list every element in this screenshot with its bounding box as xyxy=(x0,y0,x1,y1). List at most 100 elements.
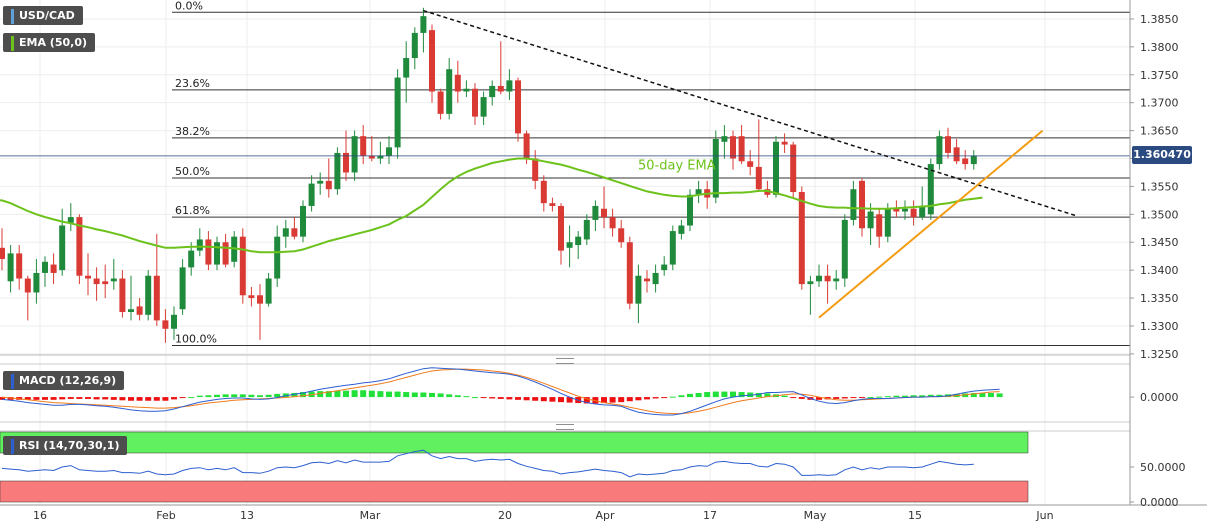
time-tick-label: 15 xyxy=(908,509,922,522)
time-tick-label: Feb xyxy=(156,509,175,522)
macd-histogram-bar-negative xyxy=(798,397,805,399)
candle-down xyxy=(764,189,771,195)
macd-histogram-bar-positive xyxy=(927,394,934,398)
fib-level-label: 0.0% xyxy=(175,0,203,12)
rsi-tick-label: 50.0000 xyxy=(1140,461,1186,474)
candle-down xyxy=(876,214,883,237)
candle-up xyxy=(695,189,702,195)
candle-down xyxy=(755,166,762,190)
candle-up xyxy=(970,155,977,165)
macd-signal-line xyxy=(1,368,1000,415)
candle-down xyxy=(360,136,367,156)
macd-indicator-label[interactable]: MACD (12,26,9) xyxy=(3,371,125,390)
macd-histogram-bar-negative xyxy=(626,397,633,402)
candle-down xyxy=(618,228,625,243)
macd-histogram-bar-positive xyxy=(936,394,943,398)
candle-down xyxy=(85,275,91,279)
macd-histogram-bar-positive xyxy=(265,394,272,398)
price-tick-label: 1.3400 xyxy=(1140,264,1179,277)
macd-histogram-bar-negative xyxy=(635,397,642,401)
candle-down xyxy=(368,155,375,159)
macd-histogram-bar-positive xyxy=(704,392,711,398)
candle-down xyxy=(549,203,556,206)
candle-down xyxy=(162,320,169,329)
rsi-line xyxy=(1,449,974,478)
macd-label-text: MACD (12,26,9) xyxy=(19,374,117,387)
candle-up xyxy=(773,141,779,195)
macd-histogram-bar-negative xyxy=(24,397,31,400)
macd-histogram-bar-negative xyxy=(33,397,40,400)
rsi-indicator-label[interactable]: RSI (14,70,30,1) xyxy=(3,436,128,455)
candle-up xyxy=(927,164,934,215)
macd-histogram-bar-positive xyxy=(919,395,926,398)
candle-down xyxy=(0,247,5,259)
candle-up xyxy=(721,136,728,142)
macd-histogram-bar-positive xyxy=(188,397,195,399)
macd-histogram-bar-positive xyxy=(368,390,375,398)
candle-up xyxy=(33,272,40,293)
candle-up xyxy=(661,264,668,271)
rsi-panel-resize-handle[interactable] xyxy=(556,424,574,430)
macd-histogram-bar-positive xyxy=(429,392,435,398)
time-tick-label: 20 xyxy=(498,509,512,522)
macd-histogram-bar-positive xyxy=(721,391,728,398)
macd-panel-resize-handle[interactable] xyxy=(556,358,574,364)
candle-down xyxy=(497,85,504,92)
candle-up xyxy=(506,80,513,92)
candle-up xyxy=(145,275,152,315)
macd-histogram-bar-negative xyxy=(179,397,186,399)
macd-histogram-bar-negative xyxy=(523,397,530,401)
candle-up xyxy=(7,253,14,282)
candle-down xyxy=(824,275,831,282)
macd-histogram-bar-positive xyxy=(222,394,229,398)
candle-up xyxy=(816,275,822,282)
fib-level-label: 100.0% xyxy=(175,333,217,346)
candle-down xyxy=(747,161,754,167)
candle-up xyxy=(300,205,306,237)
price-tick-label: 1.3700 xyxy=(1140,97,1179,110)
macd-histogram-bar-positive xyxy=(386,391,392,398)
candle-down xyxy=(859,180,865,229)
candle-up xyxy=(463,88,470,92)
candle-up xyxy=(265,278,272,304)
macd-histogram-bar-positive xyxy=(867,397,874,399)
macd-histogram-bar-negative xyxy=(50,397,57,400)
price-tick-label: 1.3850 xyxy=(1140,13,1179,26)
macd-histogram-bar-negative xyxy=(480,397,487,399)
candle-down xyxy=(626,242,633,304)
candle-up xyxy=(351,136,358,173)
candle-up xyxy=(274,236,281,279)
price-tick-label: 1.3750 xyxy=(1140,69,1179,82)
macd-histogram-bar-negative xyxy=(136,397,143,401)
candlestick-series xyxy=(0,7,977,343)
macd-histogram-bar-negative xyxy=(128,397,134,401)
candle-down xyxy=(102,281,109,285)
candle-up xyxy=(188,250,195,268)
macd-histogram-bar-positive xyxy=(334,390,341,398)
macd-histogram-bar-negative xyxy=(833,397,840,399)
macd-histogram-bar-positive xyxy=(248,394,255,398)
overlay-lines: 50-day EMA xyxy=(0,9,1130,319)
symbol-text: USD/CAD xyxy=(19,9,75,22)
time-tick-label: Mar xyxy=(360,509,381,522)
macd-histogram-bar-negative xyxy=(618,397,625,403)
symbol-label[interactable]: USD/CAD xyxy=(3,6,83,25)
ema-indicator-label[interactable]: EMA (50,0) xyxy=(3,33,95,52)
rsi-panel xyxy=(0,431,1029,503)
candle-up xyxy=(489,85,496,98)
macd-histogram-bar-negative xyxy=(93,397,100,400)
candle-up xyxy=(282,228,289,237)
candle-down xyxy=(609,217,616,229)
candle-up xyxy=(652,272,659,285)
candle-down xyxy=(893,208,900,212)
macd-histogram-bar-negative xyxy=(162,397,169,401)
macd-histogram-bar-negative xyxy=(609,397,616,403)
macd-histogram-bar-negative xyxy=(85,397,91,399)
macd-histogram-bar-negative xyxy=(67,397,74,399)
ema-label-text: EMA (50,0) xyxy=(19,36,87,49)
time-tick-label: 16 xyxy=(33,509,47,522)
macd-histogram-bar-negative xyxy=(644,397,650,400)
macd-panel xyxy=(0,367,1003,416)
fib-level-label: 50.0% xyxy=(175,165,210,178)
macd-histogram-bar-positive xyxy=(454,395,461,398)
